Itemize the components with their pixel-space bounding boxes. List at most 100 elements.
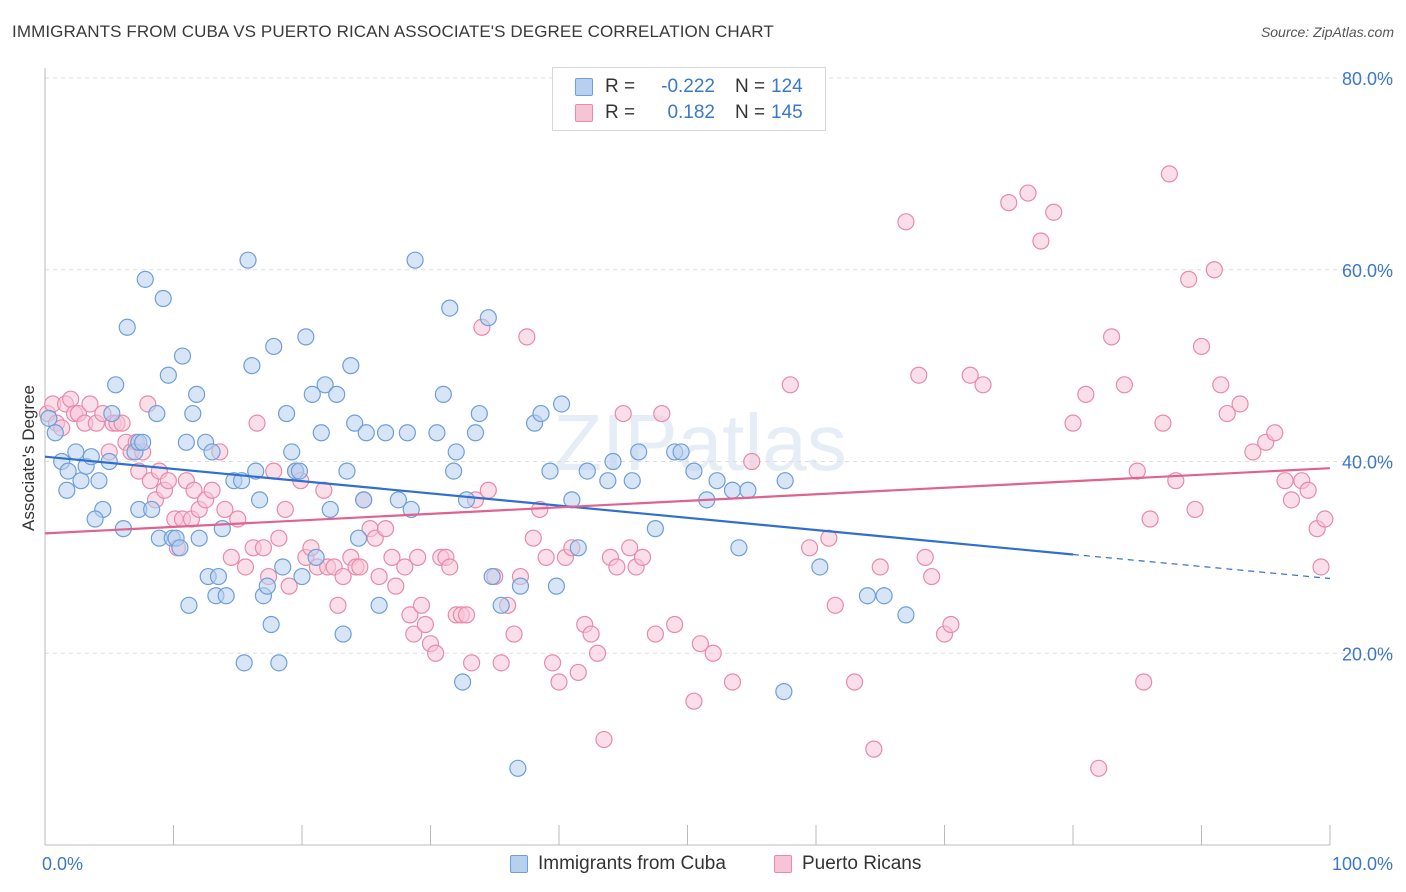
cuba-point: [262, 615, 280, 634]
puerto-ricans-point: [537, 548, 555, 566]
cuba-point: [290, 462, 309, 480]
puerto-ricans-point: [781, 376, 799, 394]
puerto-ricans-point: [401, 606, 419, 624]
puerto-ricans-point: [588, 644, 607, 662]
cuba-point: [441, 299, 459, 317]
cuba-point: [312, 424, 330, 442]
puerto-ricans-point: [463, 654, 481, 672]
legend-n-label: N =: [735, 76, 766, 97]
cuba-point: [355, 491, 373, 509]
cuba-point: [258, 577, 276, 595]
y-tick-label: 80.0%: [1342, 69, 1393, 89]
y-axis-label: Associate's Degree: [19, 385, 38, 531]
trend-lines: [44, 455, 1331, 580]
cuba-point: [547, 577, 566, 595]
puerto-ricans-point: [569, 663, 587, 682]
puerto-ricans-point: [685, 692, 703, 710]
puerto-ricans-point: [280, 577, 298, 595]
puerto-ricans-point: [646, 625, 664, 643]
puerto-ricans-point: [265, 462, 283, 480]
puerto-ricans-point: [396, 558, 414, 576]
cuba-point: [173, 347, 192, 365]
cuba-point: [154, 289, 172, 308]
puerto-ricans-point: [1019, 184, 1037, 202]
puerto-ricans-point: [1090, 759, 1108, 777]
puerto-ricans-point: [871, 558, 889, 576]
puerto-ricans-point: [1077, 385, 1095, 403]
cuba-point: [217, 587, 235, 605]
cuba-point: [203, 443, 221, 461]
cuba-point: [479, 309, 497, 327]
puerto-ricans-point: [897, 213, 915, 231]
puerto-ricans-point: [441, 558, 459, 576]
cuba-point: [672, 443, 690, 461]
puerto-ricans-point: [409, 548, 427, 566]
puerto-ricans-point: [704, 644, 722, 662]
cuba-point: [342, 357, 360, 375]
cuba-point: [58, 481, 76, 499]
puerto-ricans-point: [334, 567, 352, 586]
puerto-ricans-point: [691, 635, 709, 653]
cuba-point: [328, 385, 346, 403]
puerto-ricans-point: [1045, 203, 1063, 221]
puerto-ricans-point: [351, 558, 369, 576]
cuba-point: [235, 654, 253, 672]
puerto-ricans-point: [1115, 376, 1134, 394]
cuba-swatch: [575, 78, 593, 96]
puerto-ricans-point: [1244, 443, 1262, 461]
puerto-ricans-point: [222, 548, 240, 566]
cuba-point: [59, 462, 77, 480]
cuba-point: [483, 567, 501, 586]
puerto-ricans-point: [370, 567, 388, 586]
cuba-point: [250, 491, 269, 509]
legend-r-value: -0.222: [661, 76, 715, 97]
cuba-point: [646, 520, 664, 538]
cuba-point: [445, 462, 463, 480]
y-tick-label: 60.0%: [1342, 261, 1393, 281]
cuba-point: [406, 251, 424, 269]
cuba-point: [739, 481, 757, 499]
puerto-ricans-point: [1180, 270, 1198, 288]
cuba-swatch: [510, 855, 528, 873]
cuba-point: [434, 385, 452, 403]
cuba-trend-extension: [1072, 553, 1331, 580]
legend-row-puerto-ricans: R = 0.182 N = 145: [575, 101, 803, 125]
cuba-point: [338, 462, 356, 480]
cuba-point: [334, 625, 352, 643]
legend-n-value: 145: [771, 102, 803, 123]
puerto-ricans-point: [203, 481, 221, 499]
puerto-ricans-point: [518, 328, 536, 346]
cuba-point: [247, 462, 265, 480]
legend-r-label: R =: [605, 102, 636, 123]
puerto-ricans-point: [270, 529, 288, 547]
cuba-point: [897, 606, 915, 624]
cuba-point: [180, 596, 198, 614]
cuba-point: [349, 529, 368, 547]
puerto-ricans-point: [1212, 376, 1230, 394]
source-label: Source: ZipAtlas.com: [1260, 24, 1394, 40]
cuba-point: [398, 424, 416, 442]
puerto-ricans-point: [427, 644, 445, 662]
cuba-point: [532, 404, 550, 423]
puerto-ricans-point: [974, 376, 992, 394]
cuba-point: [541, 462, 559, 480]
puerto-ricans-point: [1160, 165, 1178, 183]
puerto-ricans-point: [405, 625, 423, 643]
puerto-ricans-point: [1266, 424, 1284, 442]
bottom-legend-cuba-label: Immigrants from Cuba: [538, 853, 726, 874]
cuba-points: [40, 251, 915, 777]
puerto-ricans-swatch: [575, 104, 593, 122]
axes: [44, 68, 1331, 846]
puerto-ricans-point: [1154, 414, 1172, 432]
cuba-point: [90, 472, 108, 490]
cuba-point: [277, 404, 296, 423]
cuba-point: [307, 548, 325, 566]
bottom-legend-puerto-ricans-label: Puerto Ricans: [802, 853, 922, 874]
puerto-ricans-point: [633, 548, 652, 566]
puerto-ricans-point: [608, 558, 626, 576]
cuba-point: [283, 443, 301, 461]
cuba-point: [509, 759, 527, 777]
puerto-ricans-point: [1231, 395, 1249, 413]
cuba-point: [875, 587, 893, 605]
tick-labels: 20.0% 40.0% 60.0% 80.0% 0.0% 100.0%: [42, 69, 1393, 874]
